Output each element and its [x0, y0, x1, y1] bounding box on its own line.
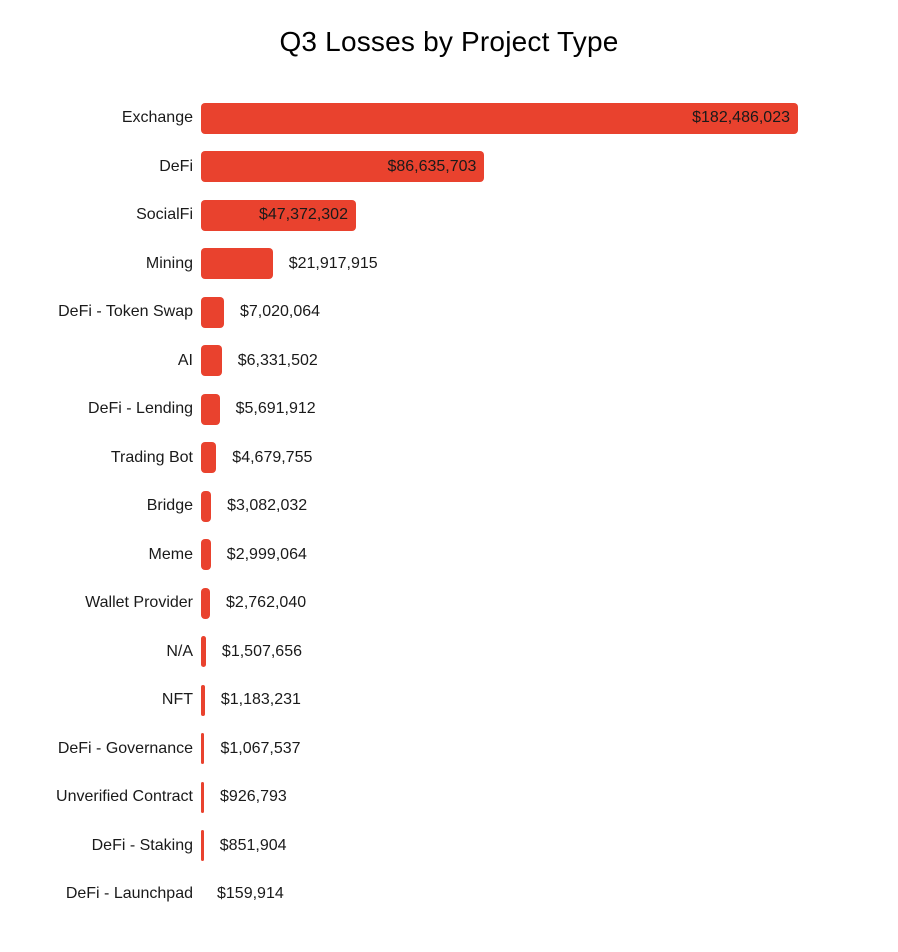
bar-row: DeFi - Lending $5,691,912	[0, 385, 898, 434]
bar-row: N/A $1,507,656	[0, 628, 898, 677]
value-label: $159,914	[217, 885, 284, 903]
bar-zone: $1,183,231	[201, 676, 898, 725]
bar-zone: $2,999,064	[201, 531, 898, 580]
bar-row: Meme $2,999,064	[0, 531, 898, 580]
bar-row: Unverified Contract $926,793	[0, 773, 898, 822]
value-label: $182,486,023	[692, 109, 790, 127]
category-label: Mining	[145, 254, 193, 272]
category-label: SocialFi	[136, 206, 193, 224]
bar[interactable]	[201, 490, 212, 522]
bar-zone: $47,372,302	[201, 191, 898, 240]
bar-zone: $4,679,755	[201, 434, 898, 483]
value-label: $4,679,755	[232, 448, 313, 466]
bar-zone: $926,793	[201, 773, 898, 822]
bar-row: Exchange $182,486,023	[0, 94, 898, 143]
bar[interactable]	[201, 248, 273, 280]
category-label: Meme	[148, 545, 193, 563]
value-label: $86,635,703	[387, 157, 477, 175]
bar-zone: $1,507,656	[201, 628, 898, 677]
bar-row: Trading Bot $4,679,755	[0, 434, 898, 483]
bar[interactable]	[201, 539, 211, 571]
value-label: $2,999,064	[226, 545, 307, 563]
bar[interactable]	[201, 296, 224, 328]
bar[interactable]	[201, 345, 222, 377]
category-label: Exchange	[121, 109, 193, 127]
bar-row: DeFi $86,635,703	[0, 143, 898, 192]
bar[interactable]	[201, 442, 217, 474]
bar-zone: $21,917,915	[201, 240, 898, 289]
bar-chart: Q3 Losses by Project Type Exchange $182,…	[0, 25, 898, 952]
bar[interactable]: $86,635,703	[201, 151, 485, 183]
category-label: DeFi	[159, 157, 193, 175]
category-label: Unverified Contract	[56, 788, 193, 806]
bar-zone: $2,762,040	[201, 579, 898, 628]
bar[interactable]	[201, 781, 205, 813]
value-label: $47,372,302	[258, 206, 348, 224]
value-label: $851,904	[219, 836, 287, 854]
value-label: $6,331,502	[237, 351, 318, 369]
category-label: DeFi - Lending	[88, 400, 193, 418]
bar-zone: $3,082,032	[201, 482, 898, 531]
value-label: $2,762,040	[226, 594, 307, 612]
bar[interactable]	[201, 830, 204, 862]
value-label: $3,082,032	[227, 497, 308, 515]
bar-row: Wallet Provider $2,762,040	[0, 579, 898, 628]
bar-row: DeFi - Staking $851,904	[0, 822, 898, 871]
category-label: Trading Bot	[110, 448, 193, 466]
bar-row: Bridge $3,082,032	[0, 482, 898, 531]
category-label: NFT	[161, 691, 193, 709]
value-label: $1,183,231	[220, 691, 301, 709]
bar-row: NFT $1,183,231	[0, 676, 898, 725]
category-label: DeFi - Launchpad	[65, 885, 193, 903]
bar-zone: $5,691,912	[201, 385, 898, 434]
chart-plot-area: Exchange $182,486,023 DeFi $86,635,703 S…	[0, 94, 898, 919]
category-label: N/A	[166, 642, 193, 660]
bar[interactable]	[201, 636, 206, 668]
bar-zone: $86,635,703	[201, 143, 898, 192]
bar-row: DeFi - Token Swap $7,020,064	[0, 288, 898, 337]
bar-row: DeFi - Governance $1,067,537	[0, 725, 898, 774]
category-label: Bridge	[146, 497, 193, 515]
category-label: DeFi - Governance	[57, 739, 193, 757]
category-label: DeFi - Token Swap	[58, 303, 193, 321]
bar-row: AI $6,331,502	[0, 337, 898, 386]
bar-zone: $182,486,023	[201, 94, 898, 143]
bar[interactable]	[201, 587, 211, 619]
value-label: $21,917,915	[288, 254, 378, 272]
value-label: $1,507,656	[221, 642, 302, 660]
category-label: DeFi - Staking	[91, 836, 193, 854]
value-label: $1,067,537	[220, 739, 301, 757]
value-label: $5,691,912	[235, 400, 316, 418]
bar[interactable]	[201, 733, 205, 765]
category-label: Wallet Provider	[85, 594, 193, 612]
bar-zone: $6,331,502	[201, 337, 898, 386]
bar[interactable]	[201, 684, 205, 716]
bar-row: SocialFi $47,372,302	[0, 191, 898, 240]
category-label: AI	[177, 351, 193, 369]
value-label: $7,020,064	[239, 303, 321, 321]
chart-title: Q3 Losses by Project Type	[279, 26, 619, 57]
value-label: $926,793	[220, 788, 287, 806]
bar-zone: $851,904	[201, 822, 898, 871]
bar[interactable]	[201, 393, 220, 425]
bar-zone: $1,067,537	[201, 725, 898, 774]
bar-row: DeFi - Launchpad $159,914	[0, 870, 898, 919]
bar[interactable]: $47,372,302	[201, 199, 356, 231]
bar-zone: $7,020,064	[201, 288, 898, 337]
bar-zone: $159,914	[201, 870, 898, 919]
bar[interactable]: $182,486,023	[201, 102, 798, 134]
bar-row: Mining $21,917,915	[0, 240, 898, 289]
